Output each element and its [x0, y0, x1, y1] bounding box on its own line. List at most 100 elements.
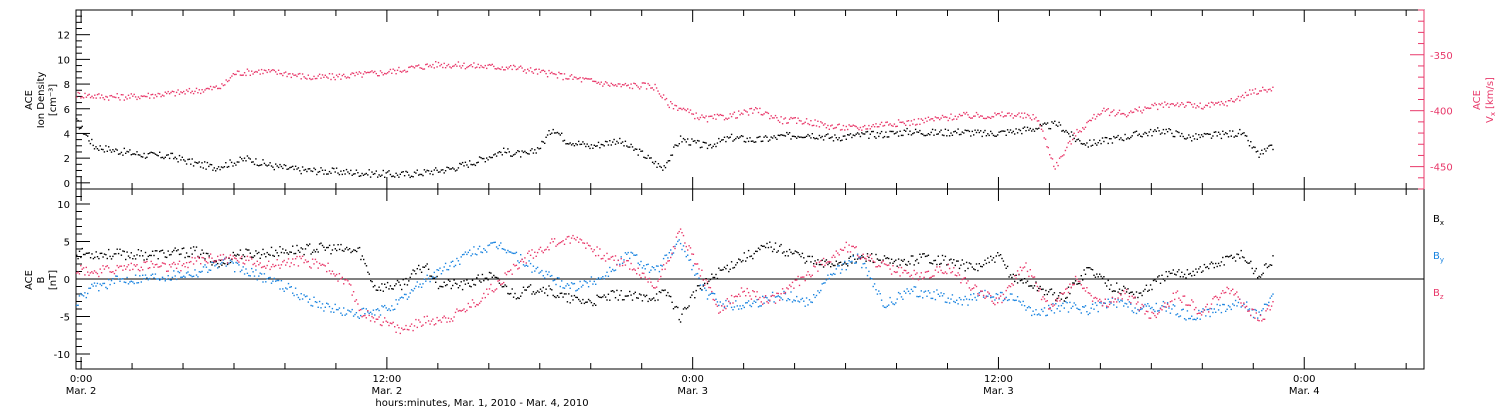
data-point	[1141, 112, 1143, 114]
data-point	[469, 65, 471, 67]
data-point	[849, 261, 852, 263]
data-point	[729, 113, 731, 115]
data-point	[643, 265, 645, 267]
data-point	[1246, 94, 1248, 97]
data-point	[1172, 269, 1174, 271]
data-point	[251, 161, 253, 163]
data-point	[436, 169, 438, 171]
data-point	[258, 165, 260, 167]
data-point	[679, 107, 682, 110]
data-point	[283, 290, 285, 292]
data-point	[759, 135, 761, 138]
data-point	[1175, 104, 1177, 106]
data-point	[527, 265, 529, 267]
data-point	[515, 251, 518, 254]
legend-item-z: Bz	[1433, 288, 1444, 301]
data-point	[890, 258, 893, 260]
data-point	[184, 160, 186, 162]
data-point	[587, 78, 590, 80]
data-point	[578, 77, 580, 80]
data-point	[99, 252, 101, 255]
data-point	[834, 134, 836, 136]
data-point	[813, 124, 815, 127]
data-point	[92, 257, 95, 260]
data-point	[1241, 132, 1244, 135]
data-point	[398, 299, 400, 301]
data-point	[109, 271, 111, 273]
data-point	[992, 302, 995, 304]
data-point	[209, 253, 212, 255]
data-point	[981, 115, 983, 117]
data-point	[536, 290, 539, 292]
data-point	[1145, 284, 1148, 286]
data-point	[195, 246, 198, 248]
data-point	[963, 132, 965, 134]
data-point	[1060, 304, 1063, 307]
data-point	[905, 263, 907, 266]
data-point	[1158, 309, 1160, 312]
data-point	[1152, 312, 1155, 315]
data-point	[787, 133, 789, 135]
data-point	[1216, 303, 1218, 306]
data-point	[931, 128, 934, 131]
data-point	[807, 271, 809, 273]
data-point	[607, 84, 610, 86]
data-point	[389, 285, 392, 287]
data-point	[1137, 296, 1139, 299]
data-point	[430, 170, 433, 172]
data-point	[878, 135, 880, 138]
data-point	[1159, 308, 1162, 310]
data-point	[580, 302, 583, 304]
data-point	[924, 117, 927, 120]
data-point	[1188, 134, 1190, 136]
data-point	[544, 70, 546, 73]
data-point	[184, 93, 186, 95]
data-point	[1220, 261, 1223, 263]
data-point	[551, 238, 553, 240]
data-point	[443, 172, 445, 174]
data-point	[80, 264, 82, 267]
data-point	[405, 277, 407, 280]
data-point	[442, 169, 444, 171]
data-point	[399, 70, 401, 73]
data-point	[1254, 308, 1256, 311]
data-point	[361, 308, 363, 310]
data-point	[134, 265, 137, 267]
data-point	[500, 151, 502, 154]
data-point	[1100, 142, 1102, 145]
data-point	[759, 296, 761, 299]
data-point	[968, 130, 971, 133]
data-point	[1233, 101, 1235, 103]
data-point	[813, 263, 815, 265]
data-point	[447, 269, 450, 271]
data-point	[749, 304, 751, 307]
data-point	[1096, 115, 1098, 118]
data-point	[1039, 288, 1041, 290]
data-point	[1220, 137, 1223, 140]
data-point	[454, 282, 457, 284]
data-point	[1076, 283, 1078, 285]
data-point	[1169, 272, 1172, 275]
data-point	[1091, 300, 1094, 302]
data-point	[294, 165, 297, 167]
data-point	[211, 257, 213, 259]
data-point	[637, 297, 639, 299]
data-point	[956, 260, 958, 262]
data-point	[875, 289, 877, 291]
data-point	[321, 169, 324, 171]
data-point	[266, 71, 268, 74]
data-point	[360, 72, 362, 74]
data-point	[1124, 292, 1126, 295]
data-point	[514, 292, 516, 295]
data-point	[876, 132, 879, 134]
data-point	[779, 121, 781, 123]
data-point	[876, 266, 879, 268]
data-point	[337, 280, 339, 282]
data-point	[258, 264, 260, 266]
data-point	[1251, 147, 1253, 149]
data-point	[224, 257, 226, 260]
data-point	[520, 65, 522, 67]
data-point	[684, 242, 686, 244]
data-point	[201, 162, 203, 164]
data-point	[520, 156, 522, 158]
